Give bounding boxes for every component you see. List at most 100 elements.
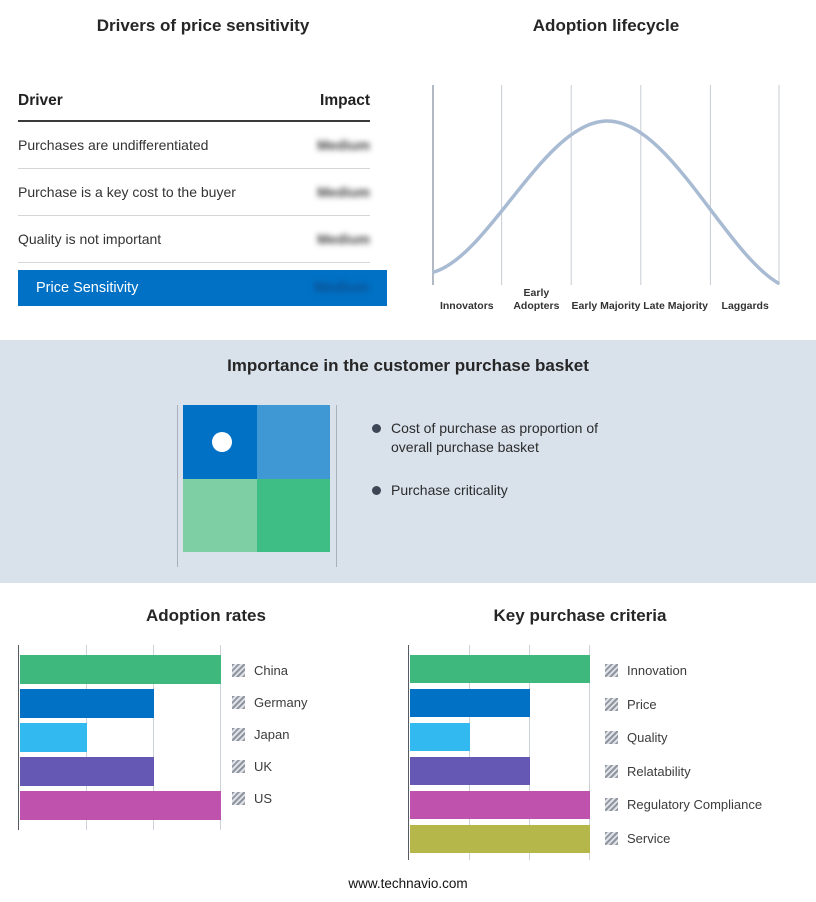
price-sensitivity-label: Price Sensitivity: [36, 280, 139, 296]
bar-japan: [19, 723, 87, 752]
lifecycle-svg: [432, 85, 780, 285]
adoption-rates-plot: [18, 645, 231, 830]
bar-uk: [19, 757, 154, 786]
stage-label: Late Majority: [643, 300, 708, 312]
gridline: [469, 645, 470, 860]
legend-swatch-icon: [605, 764, 618, 778]
bar-relatability: [409, 757, 530, 785]
legend-label: Service: [627, 830, 671, 846]
bullet-icon: [372, 486, 381, 495]
price-sensitivity-row: Price Sensitivity Medium: [18, 270, 387, 306]
purchase-criteria-legend: Innovation Price Quality Relatability Regula…: [605, 654, 762, 855]
legend-label: Innovation: [627, 663, 687, 679]
matrix-axis-right: [336, 405, 337, 567]
legend-swatch-icon: [605, 697, 618, 711]
matrix-quadrant-bottom-left: [183, 478, 257, 552]
purchase-criteria-plot: [408, 645, 601, 860]
legend-label: UK: [254, 758, 273, 774]
drivers-panel-title: Drivers of price sensitivity: [96, 16, 310, 35]
bar-us: [19, 791, 221, 820]
gridline: [153, 645, 154, 830]
column-header-driver: Driver: [18, 92, 63, 109]
legend-item: Quality: [605, 721, 762, 755]
impact-cell-blurred: Medium: [317, 184, 370, 200]
legend-swatch-icon: [232, 791, 245, 805]
drivers-table-header: Driver Impact: [18, 92, 370, 122]
bullet-text: Cost of purchase as proportion of overal…: [391, 420, 599, 455]
lifecycle-chart: [432, 85, 780, 285]
gridline: [529, 645, 530, 860]
price-sensitivity-impact-blurred: Medium: [314, 280, 369, 296]
gridline: [589, 645, 590, 860]
legend-swatch-icon: [605, 664, 618, 678]
bar-price: [409, 689, 530, 717]
bullet-item: Purchase criticality: [372, 481, 672, 500]
impact-cell-blurred: Medium: [317, 137, 370, 153]
bullet-item: Cost of purchase as proportion of overal…: [372, 419, 672, 457]
legend-label: Germany: [254, 694, 308, 710]
legend-swatch-icon: [232, 663, 245, 677]
legend-item: Relatability: [605, 755, 762, 789]
bar-regulatory-compliance: [409, 791, 590, 819]
legend-item: Service: [605, 822, 762, 856]
legend-swatch-icon: [605, 731, 618, 745]
bar-germany: [19, 689, 154, 718]
stage-label: Early Majority: [571, 300, 641, 312]
table-row: Quality is not important Medium: [18, 216, 370, 263]
matrix-quadrant-bottom-right: [256, 478, 330, 552]
legend-swatch-icon: [232, 759, 245, 773]
basket-panel-title: Importance in the customer purchase bask…: [227, 356, 589, 375]
adoption-curve: [432, 119, 780, 285]
legend-swatch-icon: [232, 727, 245, 741]
lifecycle-stage-labels: Innovators Early Adopters Early Majority La…: [432, 287, 780, 313]
stage-label: Laggards: [721, 300, 769, 312]
rates-panel-title: Adoption rates: [146, 606, 266, 625]
legend-label: Japan: [254, 726, 290, 742]
legend-item: Japan: [232, 718, 307, 750]
matrix-marker-dot: [212, 432, 232, 452]
basket-bullet-list: Cost of purchase as proportion of overal…: [372, 419, 672, 524]
matrix-quadrant-top-right: [256, 405, 330, 479]
legend-label: Relatability: [627, 763, 691, 779]
legend-item: Price: [605, 688, 762, 722]
legend-label: US: [254, 790, 273, 806]
legend-item: Regulatory Compliance: [605, 788, 762, 822]
legend-label: Price: [627, 696, 657, 712]
driver-cell: Purchase is a key cost to the buyer: [18, 184, 236, 200]
table-row: Purchases are undifferentiated Medium: [18, 122, 370, 169]
legend-label: China: [254, 662, 288, 678]
legend-item: Germany: [232, 686, 307, 718]
basket-band: [0, 340, 816, 583]
driver-cell: Purchases are undifferentiated: [18, 137, 209, 153]
drivers-table: Driver Impact Purchases are undifferenti…: [18, 92, 370, 263]
bar-service: [409, 825, 590, 853]
legend-item: Innovation: [605, 654, 762, 688]
table-row: Purchase is a key cost to the buyer Medi…: [18, 169, 370, 216]
stage-label: Early Adopters: [513, 287, 560, 312]
bar-china: [19, 655, 221, 684]
impact-cell-blurred: Medium: [317, 231, 370, 247]
bar-innovation: [409, 655, 590, 683]
lifecycle-panel-title: Adoption lifecycle: [532, 16, 680, 35]
legend-item: China: [232, 654, 307, 686]
legend-item: UK: [232, 750, 307, 782]
website-url: www.technavio.com: [348, 876, 468, 891]
adoption-rates-legend: China Germany Japan UK US: [232, 654, 307, 814]
column-header-impact: Impact: [320, 92, 370, 109]
criteria-panel-title: Key purchase criteria: [493, 606, 667, 625]
legend-swatch-icon: [605, 798, 618, 812]
gridline: [86, 645, 87, 830]
legend-swatch-icon: [232, 695, 245, 709]
bar-quality: [409, 723, 470, 751]
legend-swatch-icon: [605, 831, 618, 845]
driver-cell: Quality is not important: [18, 231, 162, 247]
matrix-axis-left: [177, 405, 178, 567]
bullet-icon: [372, 424, 381, 433]
gridline: [220, 645, 221, 830]
legend-label: Quality: [627, 730, 668, 746]
purchase-basket-matrix: [183, 405, 330, 552]
legend-item: US: [232, 782, 307, 814]
bullet-text: Purchase criticality: [391, 482, 508, 498]
legend-label: Regulatory Compliance: [627, 797, 763, 813]
